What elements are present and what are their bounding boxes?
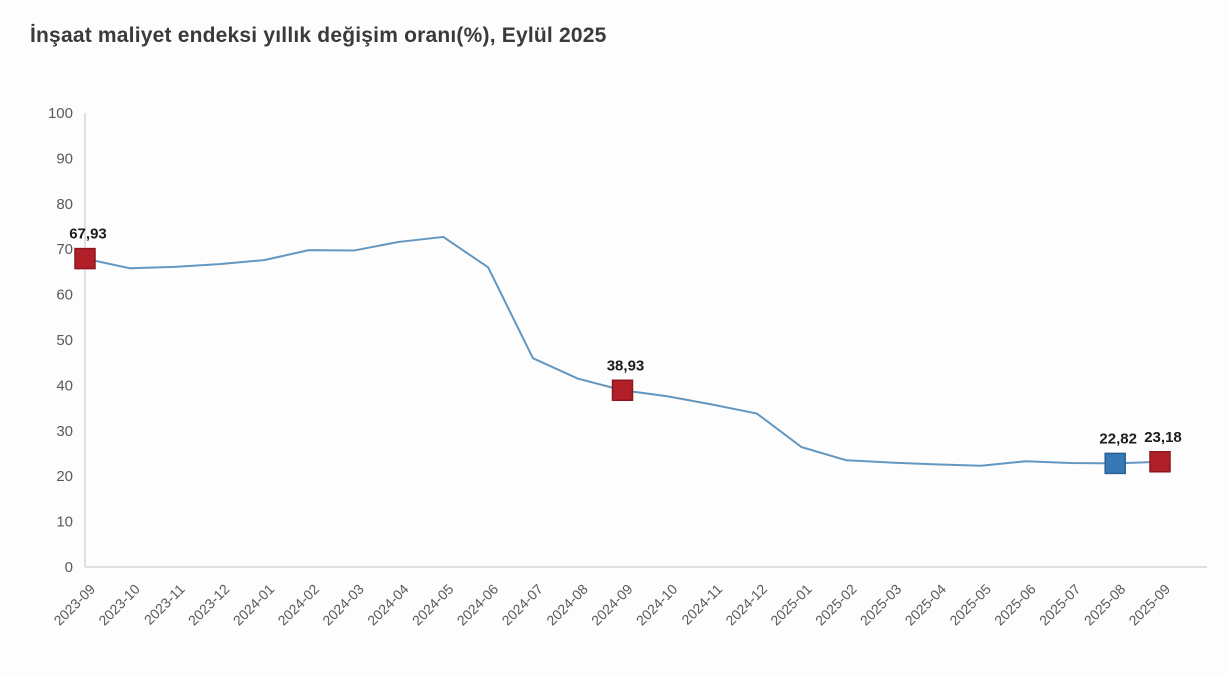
x-axis-tick-label: 2023-12: [185, 581, 233, 629]
x-axis-tick-label: 2025-05: [946, 581, 994, 629]
x-axis-tick-label: 2025-09: [1125, 581, 1173, 629]
x-axis-tick-label: 2023-10: [95, 581, 143, 629]
y-axis-tick-label: 0: [65, 559, 73, 576]
x-axis-tick-label: 2025-08: [1081, 581, 1129, 629]
marker-red: [74, 247, 96, 270]
x-axis-tick-label: 2024-04: [364, 581, 412, 629]
data-label: 38,93: [607, 357, 645, 374]
y-axis-tick-label: 30: [56, 423, 73, 440]
data-label: 23,18: [1144, 429, 1182, 446]
marker-blue: [1104, 452, 1126, 475]
series-line: [84, 235, 1161, 467]
marker-red: [611, 379, 634, 402]
y-axis-tick-label: 90: [56, 150, 73, 167]
x-axis-tick-label: 2025-06: [991, 581, 1039, 629]
x-axis-tick-label: 2024-01: [230, 581, 278, 629]
y-axis-tick-label: 60: [56, 287, 73, 304]
y-axis-tick-label: 70: [56, 241, 73, 258]
y-axis-tick-label: 20: [56, 468, 73, 485]
x-axis-tick-label: 2024-03: [319, 581, 367, 629]
x-axis-tick-label: 2025-03: [857, 581, 905, 629]
x-axis-tick-label: 2023-11: [141, 581, 188, 628]
y-axis-tick-label: 10: [56, 514, 73, 531]
x-axis-tick-label: 2025-07: [1036, 581, 1084, 629]
x-axis-tick-label: 2024-12: [722, 581, 770, 629]
x-axis-tick-label: 2024-09: [588, 581, 636, 629]
x-axis-tick-label: 2023-09: [50, 581, 98, 629]
data-label: 22,82: [1099, 430, 1137, 447]
x-axis-tick-label: 2025-02: [812, 581, 860, 629]
x-axis-tick-label: 2024-02: [274, 581, 322, 629]
x-axis-tick-label: 2025-04: [902, 581, 950, 629]
x-axis-tick-label: 2024-07: [498, 581, 546, 629]
x-axis-tick-label: 2024-06: [454, 581, 502, 629]
y-axis-tick-label: 50: [56, 332, 73, 349]
x-axis-tick-label: 2024-05: [409, 581, 457, 629]
x-axis-tick-label: 2024-10: [633, 581, 681, 629]
marker-red: [1149, 451, 1171, 473]
y-axis-tick-label: 40: [56, 377, 73, 394]
x-axis-tick-label: 2025-01: [767, 581, 815, 629]
y-axis-tick-label: 80: [56, 196, 73, 213]
chart-title: İnşaat maliyet endeksi yıllık değişim or…: [30, 24, 607, 47]
x-axis-tick-label: 2024-11: [678, 581, 725, 628]
x-axis-tick-label: 2024-08: [543, 581, 591, 629]
y-axis-tick-label: 100: [48, 105, 73, 122]
data-label: 67,93: [69, 226, 107, 243]
